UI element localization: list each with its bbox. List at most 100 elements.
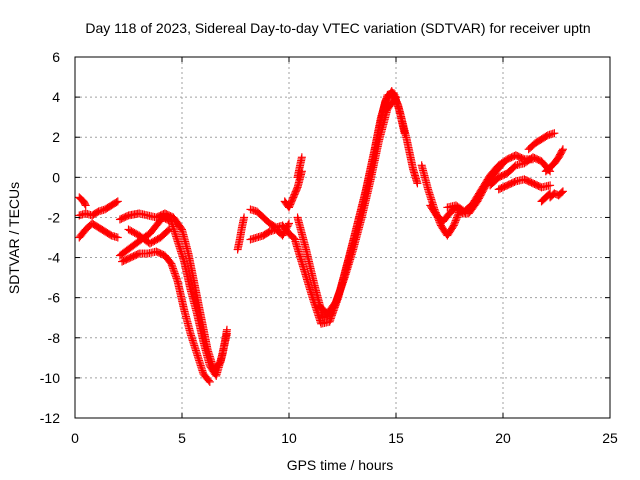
data-point bbox=[426, 201, 440, 219]
data-point bbox=[503, 178, 519, 190]
data-point bbox=[308, 293, 325, 327]
data-point bbox=[293, 164, 304, 182]
grid-lines bbox=[75, 57, 610, 418]
data-point bbox=[546, 181, 555, 190]
data-point bbox=[449, 207, 464, 230]
data-point bbox=[503, 151, 519, 164]
plot-frame bbox=[74, 56, 611, 419]
data-point bbox=[135, 231, 153, 247]
x-tick-label: 25 bbox=[602, 430, 618, 446]
data-point bbox=[289, 184, 301, 202]
data-point bbox=[75, 226, 89, 242]
data-point bbox=[295, 154, 306, 172]
data-point bbox=[178, 225, 192, 256]
data-point bbox=[366, 138, 383, 186]
data-point bbox=[199, 369, 213, 385]
x-tick-label: 15 bbox=[388, 430, 404, 446]
data-point bbox=[302, 245, 319, 288]
data-series-arc-A3 bbox=[75, 193, 90, 210]
data-series-arc-B4 bbox=[124, 225, 174, 248]
data-series-arc-F1 bbox=[486, 153, 555, 190]
data-point bbox=[528, 153, 545, 165]
y-tick-label: -2 bbox=[48, 209, 61, 225]
data-point bbox=[469, 186, 485, 208]
data-series-arc-F6 bbox=[546, 187, 567, 202]
data-point bbox=[392, 93, 400, 102]
data-point bbox=[197, 313, 212, 353]
data-series-arc-A1 bbox=[75, 197, 122, 220]
data-point bbox=[332, 275, 349, 306]
data-point bbox=[156, 226, 172, 242]
data-point bbox=[443, 222, 457, 240]
y-tick-label: 2 bbox=[52, 129, 60, 145]
data-point bbox=[528, 179, 545, 191]
data-point bbox=[400, 129, 409, 138]
data-point bbox=[494, 169, 510, 182]
data-point bbox=[186, 329, 201, 357]
data-series-arc-B2 bbox=[115, 209, 231, 374]
y-tick-label: 4 bbox=[52, 89, 60, 105]
data-point bbox=[413, 179, 422, 188]
data-point bbox=[160, 251, 175, 267]
data-point bbox=[550, 129, 559, 138]
data-point bbox=[222, 329, 231, 338]
data-point bbox=[240, 213, 249, 222]
y-tick-label: -10 bbox=[40, 370, 60, 386]
data-point bbox=[152, 247, 168, 259]
data-point bbox=[394, 101, 409, 136]
y-tick-label: -8 bbox=[48, 330, 61, 346]
data-point bbox=[558, 145, 567, 154]
data-point bbox=[135, 209, 151, 220]
y-axis-label: SDTVAR / TECUs bbox=[6, 182, 22, 294]
data-point bbox=[113, 197, 122, 206]
data-series-arc-B3 bbox=[118, 247, 214, 386]
data-point bbox=[180, 305, 195, 337]
y-tick-label: -12 bbox=[40, 410, 60, 426]
data-point bbox=[402, 135, 417, 172]
x-tick-label: 20 bbox=[495, 430, 511, 446]
data-point bbox=[115, 212, 132, 224]
data-point bbox=[81, 201, 90, 210]
data-point bbox=[160, 209, 177, 221]
data-point bbox=[291, 237, 308, 272]
y-tick-label: 6 bbox=[52, 49, 60, 65]
data-point bbox=[374, 106, 391, 146]
data-point bbox=[554, 146, 567, 162]
y-tick-label: -4 bbox=[48, 250, 61, 266]
data-series-arc-D2 bbox=[291, 87, 409, 328]
y-tick-label: 0 bbox=[52, 169, 60, 185]
data-point bbox=[190, 281, 205, 321]
data-point bbox=[383, 94, 400, 114]
data-point bbox=[216, 331, 231, 366]
data-point bbox=[299, 265, 317, 301]
data-point bbox=[340, 247, 357, 282]
data-point bbox=[494, 156, 510, 170]
data-series-arc-F5 bbox=[541, 145, 567, 176]
data-series-arc-C5 bbox=[293, 153, 306, 182]
data-point bbox=[79, 197, 89, 209]
data-series-arc-C3 bbox=[246, 219, 293, 244]
data-points bbox=[75, 87, 567, 386]
data-point bbox=[115, 244, 134, 260]
x-tick-label: 0 bbox=[71, 430, 79, 446]
data-point bbox=[424, 185, 438, 212]
data-point bbox=[323, 299, 340, 318]
data-point bbox=[124, 225, 142, 239]
x-tick-label: 10 bbox=[281, 430, 297, 446]
data-point bbox=[113, 233, 122, 242]
data-point bbox=[285, 219, 293, 228]
data-point bbox=[297, 153, 306, 162]
data-point bbox=[554, 188, 566, 200]
x-tick-label: 5 bbox=[178, 430, 186, 446]
data-point bbox=[349, 215, 366, 254]
data-point bbox=[167, 259, 182, 284]
data-series-arc-E3 bbox=[443, 151, 537, 216]
chart-title: Day 118 of 2023, Sidereal Day-to-day VTE… bbox=[85, 20, 590, 36]
axis-ticks: 0 5 10 15 20 25 -12 -10 -8 -6 -4 -2 0 2 4 6 bbox=[40, 49, 618, 446]
data-point bbox=[293, 213, 310, 252]
data-series-arc-F3 bbox=[524, 129, 559, 154]
data-series-arc-E1 bbox=[417, 161, 465, 240]
data-point bbox=[165, 225, 174, 234]
data-series-arc-D3 bbox=[314, 93, 400, 318]
